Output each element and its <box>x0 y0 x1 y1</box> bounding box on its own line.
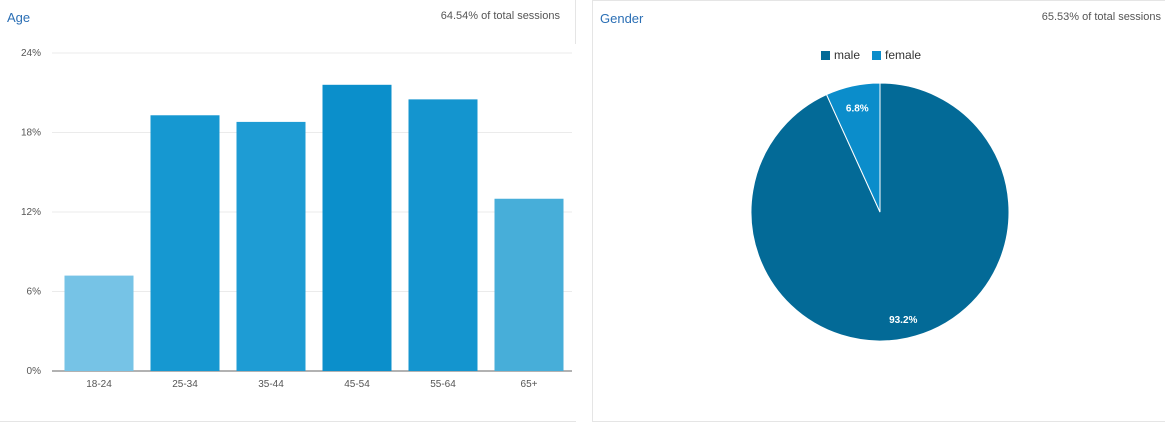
legend-swatch-female <box>872 50 882 60</box>
legend-item-female[interactable]: female <box>872 48 921 62</box>
legend-label-female: female <box>885 48 922 62</box>
y-tick-label: 18% <box>21 128 41 139</box>
y-tick-label: 6% <box>27 287 42 298</box>
bar-65+[interactable] <box>494 198 564 371</box>
pie-slice-female[interactable] <box>825 82 881 213</box>
x-tick-label: 35-44 <box>258 379 284 390</box>
legend-item-male[interactable]: male <box>821 48 860 62</box>
bar-55-64[interactable] <box>408 99 478 371</box>
x-tick-label: 65+ <box>521 379 538 390</box>
y-tick-label: 0% <box>27 366 42 377</box>
y-tick-label: 12% <box>21 207 41 218</box>
age-sessions-label: 64.54% of total sessions <box>440 10 560 22</box>
legend-swatch-male <box>821 50 830 60</box>
legend-label-male: male <box>834 48 861 62</box>
gender-pie-chart: 93.2% 6.8% <box>750 82 1010 342</box>
pie-label-male: 93.2% <box>889 315 917 326</box>
gender-legend: male female <box>821 48 921 62</box>
pie-label-female: 6.8% <box>846 103 869 114</box>
age-panel: Age 64.54% of total sessions 0% 6% 12% 18% 2… <box>0 0 576 422</box>
age-bar-chart: 0% 6% 12% 18% 24% 18-24 25-34 35-44 45-54 55-64 65… <box>21 48 572 390</box>
gender-sessions-label: 65.53% of total sessions <box>1041 11 1161 23</box>
y-tick-label: 24% <box>21 48 41 59</box>
bar-35-44[interactable] <box>236 121 306 372</box>
bar-25-34[interactable] <box>150 115 220 372</box>
x-tick-label: 25-34 <box>172 379 198 390</box>
x-tick-label: 18-24 <box>86 379 112 390</box>
x-tick-label: 45-54 <box>344 379 370 390</box>
age-title[interactable]: Age <box>7 10 31 25</box>
panel-divider <box>575 0 576 44</box>
x-tick-label: 55-64 <box>430 379 456 390</box>
gender-title[interactable]: Gender <box>600 11 644 26</box>
bar-45-54[interactable] <box>322 84 392 372</box>
gender-panel: Gender 65.53% of total sessions male fem… <box>592 0 1165 422</box>
bar-18-24[interactable] <box>64 275 134 371</box>
